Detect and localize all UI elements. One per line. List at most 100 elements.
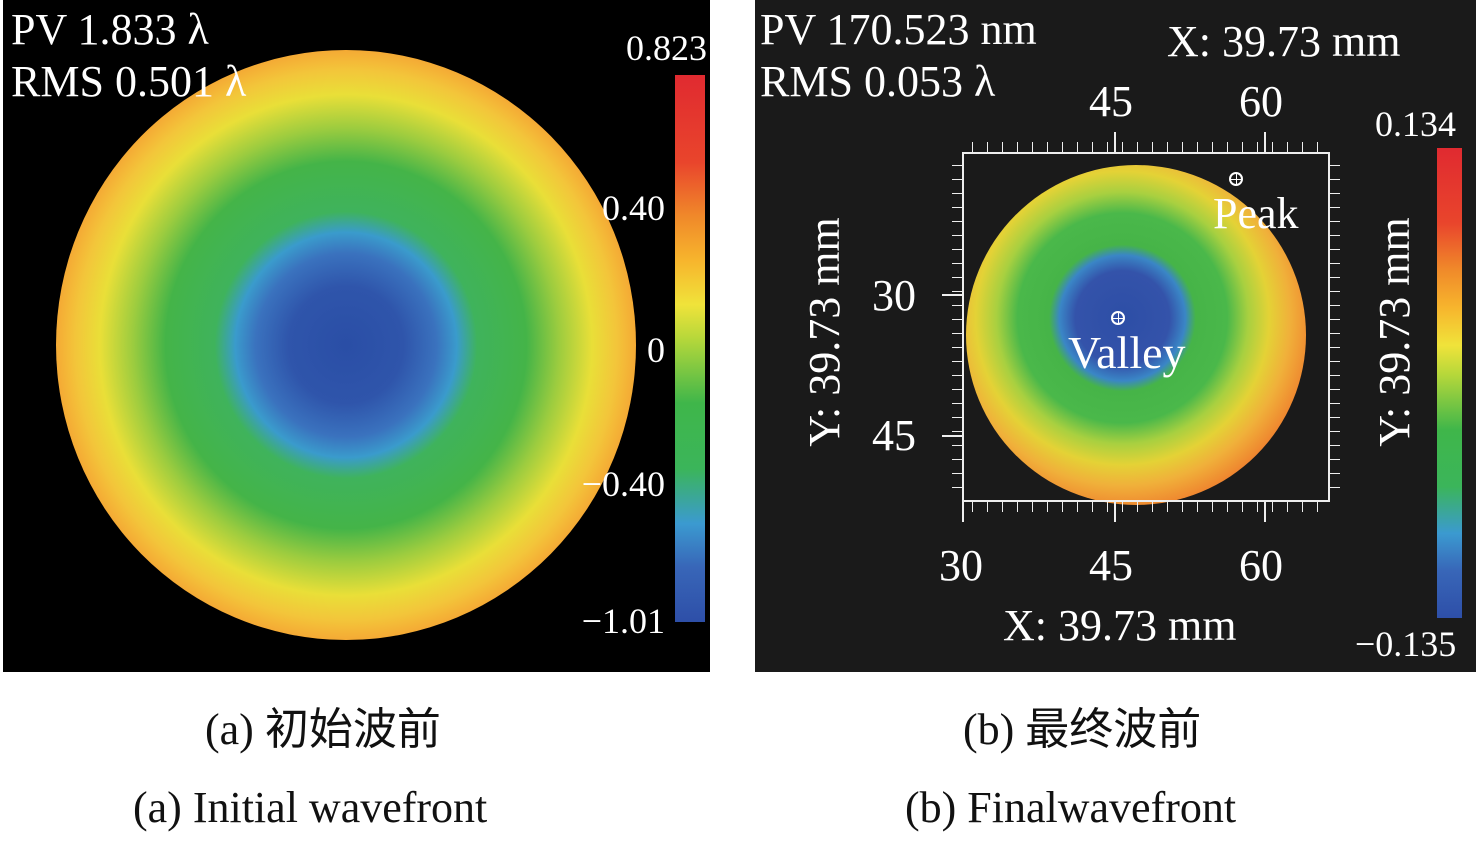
pv-label: PV 1.833 λ — [11, 5, 209, 54]
minor-tick — [1330, 277, 1340, 278]
minor-tick — [1330, 417, 1340, 418]
minor-tick — [1257, 502, 1258, 512]
x-top-tick-label: 60 — [1239, 77, 1283, 126]
minor-tick — [1257, 142, 1258, 152]
minor-tick — [1032, 502, 1033, 512]
minor-tick — [952, 291, 962, 292]
minor-tick — [1330, 207, 1340, 208]
minor-tick — [1092, 502, 1093, 512]
x-major-tick — [1114, 502, 1116, 522]
minor-tick — [952, 277, 962, 278]
y-tick-label: 45 — [872, 411, 916, 460]
minor-tick — [1330, 389, 1340, 390]
x-axis-top-title: X: 39.73 mm — [1167, 17, 1401, 66]
minor-tick — [1330, 221, 1340, 222]
initial-wavefront-panel: PV 1.833 λ RMS 0.501 λ 0.823 0.40 0 −0.4… — [3, 0, 710, 672]
minor-tick — [1330, 179, 1340, 180]
x-tick-label: 45 — [1089, 541, 1133, 590]
colorbar-tick: 0.40 — [602, 188, 665, 228]
plot-frame — [962, 152, 1330, 502]
minor-tick — [1077, 502, 1078, 512]
minor-tick — [1317, 502, 1318, 512]
minor-tick — [1002, 502, 1003, 512]
minor-tick — [952, 459, 962, 460]
x-top-major-tick — [1114, 132, 1116, 152]
minor-tick — [952, 403, 962, 404]
minor-tick — [1330, 487, 1340, 488]
minor-tick — [1330, 347, 1340, 348]
minor-tick — [1302, 502, 1303, 512]
minor-tick — [1107, 142, 1108, 152]
minor-tick — [1167, 502, 1168, 512]
caption-b-en: (b) Finalwavefront — [905, 783, 1237, 832]
minor-tick — [1107, 502, 1108, 512]
minor-tick — [952, 445, 962, 446]
minor-tick — [1077, 142, 1078, 152]
minor-tick — [1330, 249, 1340, 250]
minor-tick — [1272, 502, 1273, 512]
pv-label: PV 170.523 nm — [760, 5, 1037, 54]
minor-tick — [1227, 142, 1228, 152]
minor-tick — [1137, 502, 1138, 512]
minor-tick — [952, 473, 962, 474]
minor-tick — [952, 263, 962, 264]
minor-tick — [1302, 142, 1303, 152]
peak-annotation: Peak — [1213, 189, 1299, 238]
x-top-major-tick — [1264, 132, 1266, 152]
minor-tick — [1197, 142, 1198, 152]
minor-tick — [1272, 142, 1273, 152]
minor-tick — [1047, 502, 1048, 512]
minor-tick — [952, 487, 962, 488]
colorbar — [675, 75, 705, 622]
initial-wavefront-map — [56, 50, 636, 640]
minor-tick — [1330, 459, 1340, 460]
minor-tick — [952, 389, 962, 390]
minor-tick — [1330, 263, 1340, 264]
minor-tick — [972, 142, 973, 152]
minor-tick — [1330, 445, 1340, 446]
minor-tick — [952, 305, 962, 306]
minor-tick — [1092, 142, 1093, 152]
minor-tick — [1212, 502, 1213, 512]
final-wavefront-map — [966, 165, 1306, 505]
y-axis-title: Y: 39.73 mm — [800, 217, 849, 447]
minor-tick — [1330, 375, 1340, 376]
minor-tick — [952, 319, 962, 320]
minor-tick — [1047, 142, 1048, 152]
minor-tick — [952, 249, 962, 250]
minor-tick — [1002, 142, 1003, 152]
caption-a-zh: (a) 初始波前 — [205, 705, 441, 754]
y-tick-label: 30 — [872, 271, 916, 320]
minor-tick — [1062, 142, 1063, 152]
minor-tick — [1197, 502, 1198, 512]
minor-tick — [952, 431, 962, 432]
minor-tick — [1330, 193, 1340, 194]
minor-tick — [952, 165, 962, 166]
y-major-tick — [942, 294, 962, 296]
minor-tick — [1212, 142, 1213, 152]
minor-tick — [1330, 473, 1340, 474]
minor-tick — [1122, 502, 1123, 512]
colorbar-tick: 0 — [647, 330, 665, 370]
minor-tick — [1330, 305, 1340, 306]
minor-tick — [1330, 333, 1340, 334]
minor-tick — [952, 235, 962, 236]
x-major-tick — [1264, 502, 1266, 522]
minor-tick — [1330, 319, 1340, 320]
caption-b-zh: (b) 最终波前 — [963, 705, 1202, 754]
minor-tick — [1062, 502, 1063, 512]
colorbar-tick: −0.40 — [581, 464, 665, 504]
minor-tick — [987, 142, 988, 152]
minor-tick — [952, 207, 962, 208]
minor-tick — [1137, 142, 1138, 152]
minor-tick — [952, 193, 962, 194]
minor-tick — [1330, 431, 1340, 432]
minor-tick — [1330, 291, 1340, 292]
minor-tick — [1122, 142, 1123, 152]
minor-tick — [1227, 502, 1228, 512]
minor-tick — [1242, 142, 1243, 152]
minor-tick — [952, 375, 962, 376]
minor-tick — [1167, 142, 1168, 152]
minor-tick — [1242, 502, 1243, 512]
minor-tick — [1152, 502, 1153, 512]
